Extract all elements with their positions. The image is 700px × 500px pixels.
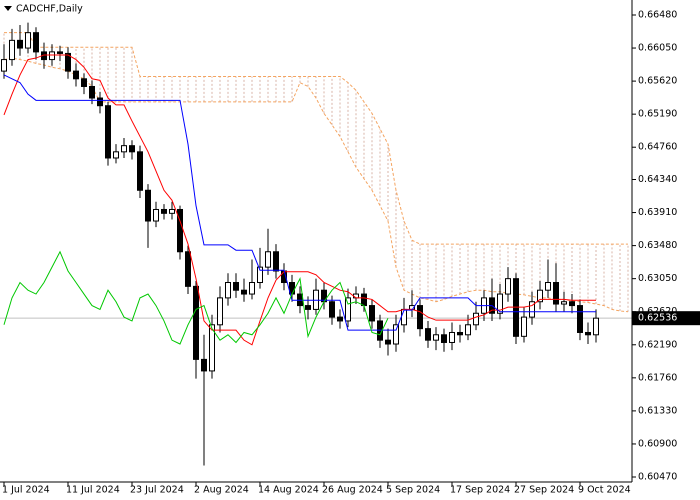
candle-body — [185, 251, 191, 287]
candle-body — [585, 331, 591, 336]
x-tick-label: 26 Aug 2024 — [322, 485, 383, 496]
indicator-line — [3, 250, 389, 345]
candle-body — [337, 316, 343, 322]
candle-body — [25, 32, 31, 49]
x-tick-label: 14 Aug 2024 — [258, 485, 319, 496]
candle-body — [457, 331, 463, 336]
candle-body — [97, 97, 103, 107]
y-tick-label: 0.64340 — [638, 174, 677, 185]
y-tick-label: 0.63910 — [638, 207, 677, 218]
candle-body — [385, 339, 391, 345]
menu-icon[interactable] — [4, 6, 12, 11]
x-tick-label: 2 Aug 2024 — [194, 485, 249, 496]
current-price-box — [632, 311, 700, 326]
y-tick-label: 0.63480 — [638, 240, 677, 251]
candle-body — [17, 39, 23, 49]
candle-body — [369, 305, 375, 322]
candle-body — [129, 145, 135, 153]
candle-body — [561, 301, 567, 305]
candle-body — [1, 59, 7, 72]
y-tick-label: 0.60900 — [638, 438, 677, 449]
y-tick-label: 0.61760 — [638, 372, 677, 383]
candle-body — [441, 334, 447, 343]
chart-title: CADCHF,Daily — [16, 4, 83, 15]
candle-body — [169, 208, 175, 214]
plot-layer — [0, 22, 632, 466]
candle-body — [329, 301, 335, 318]
y-tick-label: 0.65620 — [638, 76, 677, 87]
candle-body — [73, 70, 79, 80]
y-tick-label: 0.66050 — [638, 43, 677, 54]
candle-body — [161, 208, 167, 214]
candle-body — [145, 189, 151, 222]
candle-body — [345, 297, 351, 322]
y-tick-label: 0.64760 — [638, 142, 677, 153]
candle-body — [81, 78, 87, 87]
candle-body — [249, 282, 255, 295]
candle-body — [569, 301, 575, 307]
y-tick-label: 0.61330 — [638, 405, 677, 416]
y-tick-label: 0.65190 — [638, 109, 677, 120]
span-b-line — [4, 32, 628, 245]
x-tick-label: 1 Jul 2024 — [2, 485, 50, 496]
candle-body — [425, 328, 431, 341]
candle-body — [113, 151, 119, 159]
candle-body — [209, 324, 215, 372]
candle-body — [217, 297, 223, 326]
indicator-line — [3, 74, 596, 331]
candle-body — [57, 51, 63, 54]
candle-body — [593, 317, 599, 336]
candle-body — [361, 293, 367, 307]
y-tick-label: 0.62190 — [638, 339, 677, 350]
candle-body — [9, 39, 15, 61]
x-tick-label: 17 Sep 2024 — [450, 485, 510, 496]
x-tick-label: 5 Sep 2024 — [386, 485, 440, 496]
candle-body — [401, 308, 407, 326]
y-tick-label: 0.63050 — [638, 273, 677, 284]
candle-body — [553, 282, 559, 305]
candle-body — [417, 305, 423, 330]
x-tick-label: 27 Sep 2024 — [514, 485, 574, 496]
candle-body — [201, 358, 207, 372]
x-tick-label: 9 Oct 2024 — [578, 485, 631, 496]
x-tick-label: 11 Jul 2024 — [66, 485, 120, 496]
candle-body — [121, 145, 127, 153]
candle-body — [137, 151, 143, 191]
candle-body — [49, 51, 55, 61]
candle-body — [193, 285, 199, 360]
candle-body — [177, 208, 183, 253]
candle-body — [257, 266, 263, 284]
candle-body — [505, 278, 511, 295]
current-price-label: 0.62536 — [638, 313, 677, 324]
candle-body — [89, 85, 95, 99]
x-tick-label: 23 Jul 2024 — [130, 485, 184, 496]
y-tick-label: 0.60470 — [638, 472, 677, 483]
candle-body — [105, 105, 111, 159]
candle-body — [473, 312, 479, 326]
candle-body — [521, 316, 527, 337]
candle-body — [537, 289, 543, 303]
candle-body — [545, 282, 551, 291]
candle-body — [265, 251, 271, 268]
span-a-line — [3, 57, 629, 313]
candle-body — [153, 208, 159, 222]
candle-body — [233, 282, 239, 291]
candle-body — [577, 305, 583, 333]
candle-body — [497, 293, 503, 314]
candle-body — [241, 289, 247, 295]
candle-body — [529, 301, 535, 318]
candle-body — [465, 324, 471, 336]
candle-body — [33, 32, 39, 53]
y-tick-label: 0.66480 — [638, 9, 677, 20]
candle-body — [225, 282, 231, 299]
candle-body — [305, 305, 311, 310]
candle-body — [393, 324, 399, 345]
candle-body — [273, 251, 279, 272]
candle-body — [65, 52, 71, 72]
candle-body — [449, 331, 455, 343]
candle-body — [433, 334, 439, 341]
